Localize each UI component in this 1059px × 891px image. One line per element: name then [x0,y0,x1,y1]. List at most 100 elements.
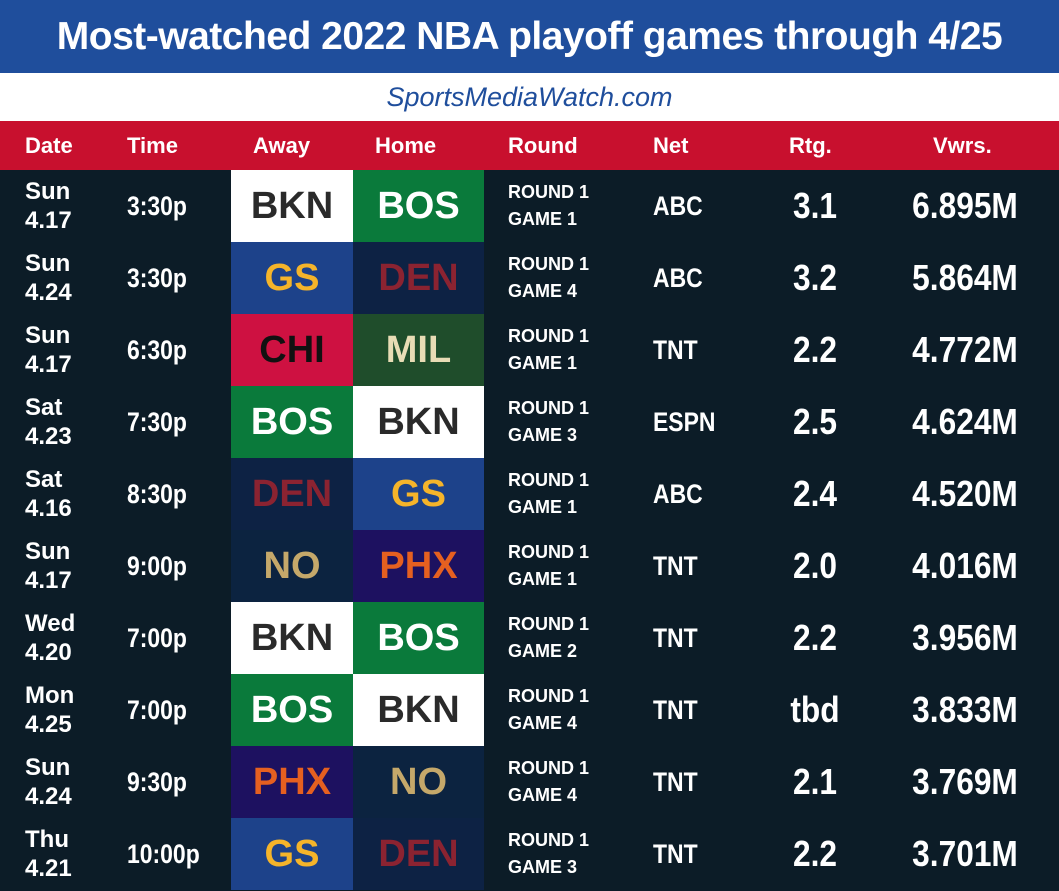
date-label: 4.17 [25,567,72,594]
table-row: Sun 4.17 6:30p CHI MIL ROUND 1 GAME 1 TNT 2.2 4.7… [0,314,1059,386]
source-bar: SportsMediaWatch.com [0,73,1059,121]
home-team-cell: BKN [353,674,484,746]
viewers-cell: 3.833M [912,689,1018,730]
away-team-cell: GS [231,242,353,314]
time-cell: 9:00p [127,550,187,581]
network-cell: TNT [653,838,698,869]
home-team-label: DEN [378,256,459,299]
game-label: GAME 3 [508,857,578,877]
round-cell: ROUND 1 GAME 1 [508,170,638,242]
home-team-cell: BKN [353,386,484,458]
rating-cell: 2.0 [792,545,838,586]
day-label: Sun [25,322,71,349]
date-label: 4.16 [25,495,72,522]
rating-cell: 2.5 [792,401,838,442]
network-cell: TNT [653,550,698,581]
away-team-label: BOS [250,400,334,443]
table-header: Date Time Away Home Round Net Rtg. Vwrs. [0,121,1059,170]
date-cell: Sun 4.17 [25,530,120,602]
network-cell: ABC [653,478,703,509]
date-cell: Sun 4.17 [25,170,120,242]
away-team-cell: GS [231,818,353,890]
home-team-label: BKN [377,688,460,731]
away-team-label: CHI [259,328,325,371]
home-team-cell: BOS [353,602,484,674]
time-cell: 7:30p [127,406,187,437]
round-cell: ROUND 1 GAME 4 [508,242,638,314]
time-cell: 9:30p [127,766,187,797]
date-label: 4.25 [25,711,72,738]
round-cell: ROUND 1 GAME 1 [508,530,638,602]
date-label: 4.17 [25,351,72,378]
time-cell: 6:30p [127,334,187,365]
rating-cell: 2.2 [792,329,838,370]
network-cell: ABC [653,190,703,221]
home-team-cell: GS [353,458,484,530]
day-label: Thu [25,826,69,853]
home-team-cell: MIL [353,314,484,386]
date-cell: Sat 4.16 [25,458,120,530]
time-cell: 10:00p [127,838,200,869]
date-cell: Sun 4.24 [25,242,120,314]
round-label: ROUND 1 [508,470,590,490]
away-team-label: DEN [251,472,333,515]
date-label: 4.23 [25,423,72,450]
round-label: ROUND 1 [508,830,590,850]
round-label: ROUND 1 [508,398,590,418]
time-cell: 8:30p [127,478,187,509]
network-cell: TNT [653,694,698,725]
table-row: Wed 4.20 7:00p BKN BOS ROUND 1 GAME 2 TNT 2.2 3.9… [0,602,1059,674]
home-team-label: BOS [377,184,460,227]
game-label: GAME 3 [508,425,578,445]
home-team-label: PHX [379,544,458,587]
round-cell: ROUND 1 GAME 1 [508,458,638,530]
title-bar: Most-watched 2022 NBA playoff games thro… [0,0,1059,73]
rating-cell: 2.2 [792,833,838,874]
away-team-cell: BOS [231,674,353,746]
viewers-cell: 4.624M [912,401,1018,442]
viewers-cell: 4.016M [912,545,1018,586]
time-cell: 3:30p [127,262,187,293]
round-label: ROUND 1 [508,758,590,778]
away-team-cell: BOS [231,386,353,458]
round-label: ROUND 1 [508,686,590,706]
away-team-cell: DEN [231,458,353,530]
page-title: Most-watched 2022 NBA playoff games thro… [56,14,1003,58]
rating-cell: 2.1 [792,761,838,802]
home-team-label: BOS [377,616,460,659]
date-cell: Mon 4.25 [25,674,120,746]
away-team-cell: BKN [231,170,353,242]
header-net: Net [653,133,689,158]
rating-cell: 3.1 [792,185,838,226]
home-team-label: BKN [377,400,460,443]
rating-cell: 2.4 [792,473,838,514]
game-label: GAME 1 [508,209,578,229]
away-team-cell: PHX [231,746,353,818]
round-cell: ROUND 1 GAME 4 [508,674,638,746]
round-label: ROUND 1 [508,542,590,562]
network-cell: ESPN [653,406,716,437]
away-team-cell: CHI [231,314,353,386]
header-vwrs: Vwrs. [933,133,992,158]
table-row: Sat 4.16 8:30p DEN GS ROUND 1 GAME 1 ABC 2.4 4.52… [0,458,1059,530]
game-label: GAME 2 [508,641,578,661]
header-date: Date [25,133,73,158]
header-home: Home [375,133,437,158]
home-team-label: NO [390,760,447,803]
viewers-cell: 5.864M [912,257,1018,298]
home-team-cell: BOS [353,170,484,242]
away-team-label: BKN [250,184,334,227]
header-away: Away [253,133,311,158]
day-label: Sun [25,538,71,565]
rating-cell: 2.2 [792,617,838,658]
away-team-cell: NO [231,530,353,602]
round-cell: ROUND 1 GAME 1 [508,314,638,386]
table-row: Sun 4.24 3:30p GS DEN ROUND 1 GAME 4 ABC 3.2 5.86… [0,242,1059,314]
day-label: Wed [25,610,76,637]
network-cell: TNT [653,622,698,653]
viewers-cell: 3.701M [912,833,1018,874]
time-cell: 3:30p [127,190,187,221]
table-row: Thu 4.21 10:00p GS DEN ROUND 1 GAME 3 TNT 2.2 3.7… [0,818,1059,890]
round-label: ROUND 1 [508,614,590,634]
network-cell: TNT [653,334,698,365]
